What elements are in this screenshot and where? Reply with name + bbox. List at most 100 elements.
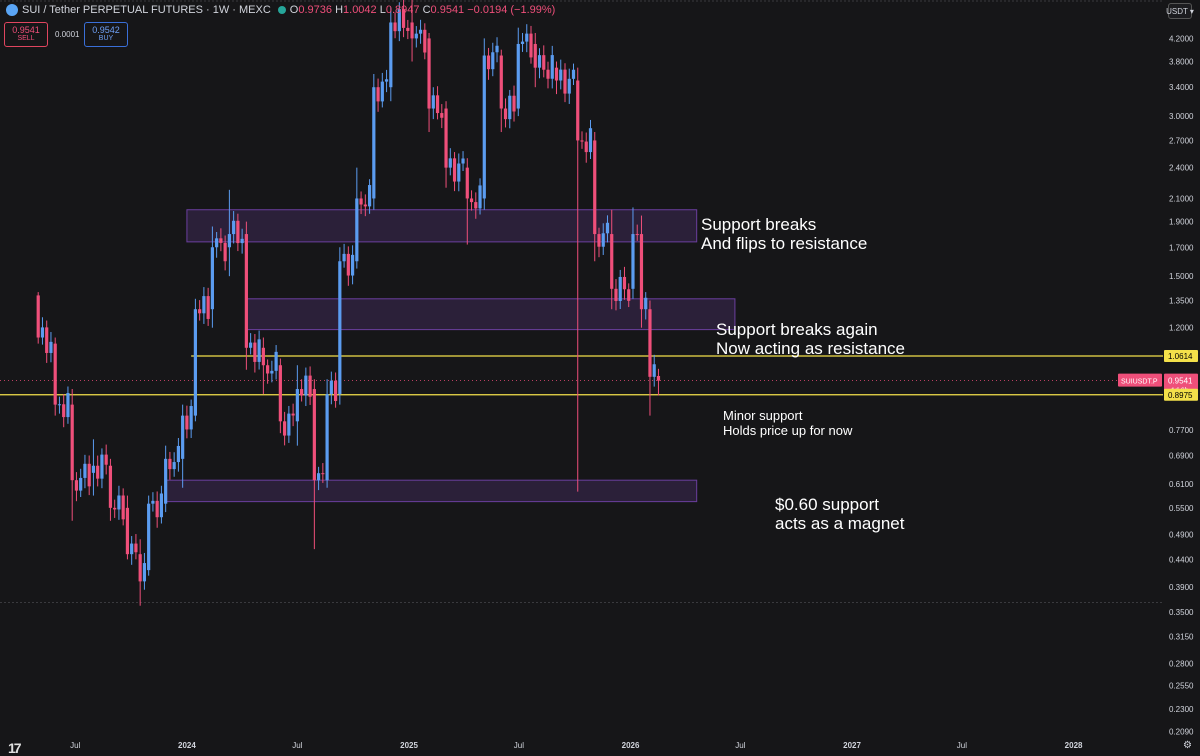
candle-body xyxy=(546,69,550,79)
candle-body xyxy=(155,500,159,518)
x-tick-label: Jul xyxy=(70,741,80,750)
level-price-label: 0.8975 xyxy=(1168,391,1193,400)
annotation-line: Support breaks xyxy=(701,215,816,234)
candle-body xyxy=(219,238,223,243)
annotation-line: Holds price up for now xyxy=(723,423,853,438)
annotation-line: Minor support xyxy=(723,408,803,423)
candle-body xyxy=(312,389,316,481)
candle-body xyxy=(427,38,431,109)
market-status-icon xyxy=(277,6,286,14)
candle-body xyxy=(533,43,537,68)
y-tick-label: 0.2300 xyxy=(1169,705,1194,714)
candle-body xyxy=(147,503,151,571)
candle-body xyxy=(261,347,265,366)
y-tick-label: 2.4000 xyxy=(1169,164,1194,173)
y-tick-label: 0.3900 xyxy=(1169,583,1194,592)
currency-selector[interactable]: USDT ▾ xyxy=(1166,3,1194,19)
candle-body xyxy=(283,421,287,436)
y-tick-label: 0.6100 xyxy=(1169,480,1194,489)
candle-body xyxy=(206,296,210,319)
support-zone-2 xyxy=(165,479,698,503)
candle-body xyxy=(376,87,380,102)
candle-body xyxy=(316,473,321,481)
candle-body xyxy=(274,351,278,371)
y-tick-label: 3.8000 xyxy=(1169,58,1194,67)
candle-body xyxy=(610,234,614,289)
x-tick-label: Jul xyxy=(957,741,967,750)
support-zone-0 xyxy=(186,209,698,243)
candle-body xyxy=(142,563,147,582)
buy-price: 0.9542 xyxy=(92,25,120,35)
candle-body xyxy=(576,80,580,141)
candle-body xyxy=(478,185,482,209)
candle-body xyxy=(550,55,554,79)
sell-price: 0.9541 xyxy=(12,25,40,35)
candle-body xyxy=(372,87,376,199)
candle-body xyxy=(418,29,423,34)
candle-body xyxy=(593,140,597,235)
candle-body xyxy=(508,95,512,120)
candle-body xyxy=(87,463,91,487)
level-price-tag xyxy=(1164,388,1198,401)
candle-body xyxy=(295,389,299,422)
candle-body xyxy=(308,375,312,397)
candle-body xyxy=(185,415,189,430)
x-tick-label: Jul xyxy=(514,741,524,750)
y-tick-label: 3.4000 xyxy=(1169,83,1194,92)
ohlc-high: 1.0042 xyxy=(343,4,377,16)
candle-body xyxy=(499,55,503,109)
y-tick-label: 0.7700 xyxy=(1169,426,1194,435)
candle-body xyxy=(431,95,435,109)
candle-body xyxy=(49,341,53,353)
candle-body xyxy=(45,327,49,353)
candle-body xyxy=(236,220,240,244)
candle-body xyxy=(83,463,87,478)
candle-body xyxy=(210,247,214,310)
candle-body xyxy=(350,254,355,276)
candle-body xyxy=(113,507,117,510)
candle-body xyxy=(62,404,66,418)
y-tick-label: 1.9000 xyxy=(1169,218,1194,227)
candle-body xyxy=(359,198,363,205)
candle-body xyxy=(266,365,270,374)
candle-body xyxy=(57,404,62,406)
candle-body xyxy=(321,473,325,475)
y-tick-label: 0.2090 xyxy=(1169,727,1194,736)
candle-body xyxy=(300,389,304,396)
candle-body xyxy=(134,543,138,553)
candle-body xyxy=(325,394,329,481)
candle-body xyxy=(461,158,465,164)
y-tick-label: 2.7000 xyxy=(1169,136,1194,145)
y-tick-label: 0.4400 xyxy=(1169,555,1194,564)
candle-body xyxy=(639,234,644,310)
candle-body xyxy=(257,339,261,362)
candle-body xyxy=(304,375,308,396)
candle-body xyxy=(193,309,197,416)
annotation-line: $0.60 support xyxy=(775,495,879,514)
symbol-title[interactable]: SUI / Tether PERPETUAL FUTURES · 1W · ME… xyxy=(22,4,271,16)
y-tick-label: 0.2800 xyxy=(1169,660,1194,669)
x-tick-label: Jul xyxy=(735,741,745,750)
candle-body xyxy=(168,458,172,470)
buy-button[interactable]: 0.9542 BUY xyxy=(84,22,128,47)
gear-icon[interactable]: ⚙ xyxy=(1183,740,1192,751)
candle-body xyxy=(108,465,113,508)
candle-body xyxy=(291,413,295,416)
candle-body xyxy=(367,185,372,207)
ohlc-low: 0.8947 xyxy=(385,4,420,16)
annotation-line: Support breaks again xyxy=(716,320,878,339)
support-zone-1 xyxy=(245,298,736,331)
candle-body xyxy=(482,55,486,199)
candle-body xyxy=(588,128,593,153)
level-price-label: 1.0614 xyxy=(1168,352,1193,361)
candle-body xyxy=(159,493,164,518)
candle-body xyxy=(618,276,622,301)
sell-button[interactable]: 0.9541 SELL xyxy=(4,22,48,47)
candle-body xyxy=(512,95,516,112)
candle-body xyxy=(652,364,656,377)
tradingview-logo-icon[interactable]: 17 xyxy=(8,740,22,756)
candle-body xyxy=(164,458,168,504)
candle-body xyxy=(529,33,533,58)
